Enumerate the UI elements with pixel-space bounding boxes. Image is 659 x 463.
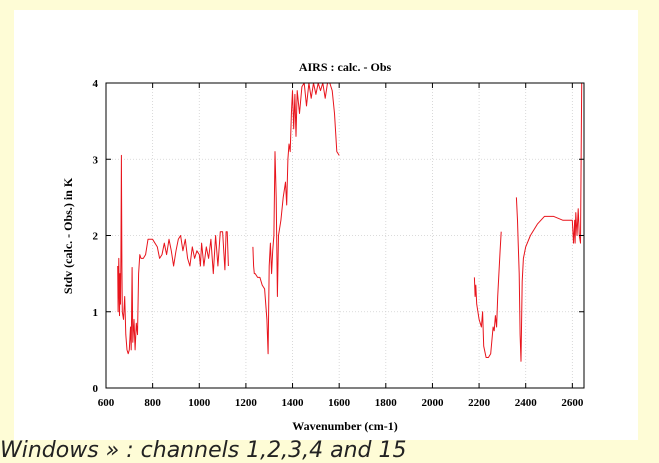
y-axis-label: Stdv (calc. - Obs.) in K bbox=[61, 177, 75, 294]
x-axis-label: Wavenumber (cm-1) bbox=[292, 419, 397, 433]
series-line bbox=[515, 82, 583, 362]
x-tick-label: 2200 bbox=[468, 397, 491, 409]
chart-title: AIRS : calc. - Obs bbox=[299, 60, 392, 74]
x-tick-label: 1800 bbox=[375, 397, 398, 409]
plot-area bbox=[106, 83, 584, 388]
x-tick-label: 1600 bbox=[328, 397, 351, 409]
x-tick-label: 600 bbox=[98, 397, 115, 409]
series-line bbox=[252, 82, 340, 355]
series bbox=[117, 82, 583, 362]
x-tick-label: 2000 bbox=[421, 397, 444, 409]
x-tick-label: 2400 bbox=[515, 397, 538, 409]
caption: Windows » : channels 1,2,3,4 and 15 bbox=[0, 438, 407, 463]
x-tick-label: 1000 bbox=[188, 397, 211, 409]
chart: 600 800 1000 1200 1400 1600 1800 2000 2200 2400 26… bbox=[61, 60, 585, 433]
y-tick-label: 1 bbox=[93, 307, 99, 319]
x-tick-label: 1200 bbox=[235, 397, 258, 409]
ticks: 600 800 1000 1200 1400 1600 1800 2000 2200 2400 26… bbox=[93, 78, 584, 409]
x-tick-label: 2600 bbox=[561, 397, 584, 409]
series-line bbox=[473, 231, 502, 358]
y-tick-label: 3 bbox=[93, 154, 99, 166]
x-tick-label: 1400 bbox=[282, 397, 305, 409]
series-line bbox=[117, 154, 229, 355]
chart-panel: 600 800 1000 1200 1400 1600 1800 2000 2200 2400 26… bbox=[14, 10, 638, 440]
x-tick-label: 800 bbox=[144, 397, 161, 409]
y-tick-label: 4 bbox=[93, 78, 99, 90]
y-tick-label: 0 bbox=[93, 383, 99, 395]
y-tick-label: 2 bbox=[93, 231, 99, 243]
